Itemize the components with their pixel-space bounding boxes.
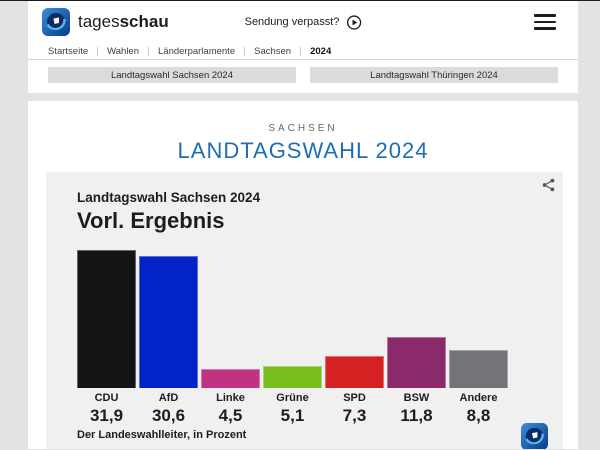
bar-track — [263, 250, 322, 388]
play-icon — [346, 14, 362, 30]
bar-column-bsw: BSW 11,8 — [387, 250, 446, 426]
bar-value: 4,5 — [218, 406, 243, 425]
chart-source: Der Landeswahlleiter, in Prozent — [77, 429, 247, 441]
tagesschau-logo-icon — [521, 423, 548, 449]
bar-label: CDU — [94, 392, 119, 404]
breadcrumb-separator — [244, 46, 246, 56]
bar-grüne — [263, 365, 322, 388]
bar-value: 7,3 — [342, 406, 367, 425]
bar-cdu — [77, 250, 136, 388]
main-content: SACHSEN LANDTAGSWAHL 2024 Landtagswahl S… — [28, 101, 578, 449]
bar-bsw — [387, 337, 446, 388]
bar-track — [77, 250, 136, 388]
section-kicker: SACHSEN — [268, 123, 338, 134]
chart-subtitle: Vorl. Ergebnis — [77, 208, 225, 233]
bar-column-andere: Andere 8,8 — [449, 250, 508, 426]
bar-track — [449, 250, 508, 388]
breadcrumb-separator — [148, 46, 149, 56]
top-border — [0, 0, 600, 1]
bar-label: Grüne — [276, 392, 309, 404]
bar-andere — [449, 349, 508, 388]
bar-value: 8,8 — [466, 406, 491, 425]
bar-label: BSW — [403, 392, 430, 404]
share-button[interactable] — [542, 178, 555, 192]
breadcrumb-item-sachsen[interactable]: Sachsen — [254, 45, 292, 57]
bar-track — [325, 250, 384, 388]
tab-landtagswahl-sachsen[interactable]: Landtagswahl Sachsen 2024 — [48, 67, 296, 83]
breadcrumb-separator — [97, 46, 99, 56]
bar-afd — [139, 255, 198, 388]
breadcrumb-item-wahlen[interactable]: Wahlen — [107, 45, 139, 57]
bar-column-afd: AfD 30,6 — [139, 250, 198, 426]
page-title: LANDTAGSWAHL 2024 — [177, 138, 429, 163]
site-header: tagesschau Sendung verpasst? Startseite … — [28, 1, 578, 93]
breadcrumb-item-laenderparlamente[interactable]: Länderparlamente — [158, 45, 236, 57]
bar-column-linke: Linke 4,5 — [201, 250, 260, 426]
breadcrumb: Startseite Wahlen Länderparlamente Sachs… — [28, 43, 578, 60]
share-icon — [542, 178, 555, 192]
breadcrumb-separator — [300, 46, 302, 56]
broadcast-link[interactable]: Sendung verpasst? — [244, 14, 362, 30]
tagesschau-logo-icon — [42, 8, 70, 36]
election-tabs: Landtagswahl Sachsen 2024 Landtagswahl T… — [28, 60, 578, 83]
bar-value: 31,9 — [89, 406, 124, 425]
brand-home-link[interactable]: tagesschau — [42, 8, 169, 36]
bar-column-spd: SPD 7,3 — [325, 250, 384, 426]
bar-label: Andere — [459, 392, 498, 404]
brand-wordmark: tagesschau — [78, 12, 169, 31]
breadcrumb-item-2024[interactable]: 2024 — [310, 45, 332, 57]
tab-landtagswahl-thueringen[interactable]: Landtagswahl Thüringen 2024 — [310, 67, 558, 83]
bar-column-cdu: CDU 31,9 — [77, 250, 136, 426]
bar-linke — [201, 368, 260, 388]
bar-track — [139, 250, 198, 388]
bar-value: 5,1 — [280, 406, 305, 425]
election-chart-panel: Landtagswahl Sachsen 2024 Vorl. Ergebnis… — [46, 172, 563, 449]
chart-title: Landtagswahl Sachsen 2024 — [77, 190, 261, 205]
bar-chart-columns: CDU 31,9 AfD 30,6 Linke 4,5 Grüne 5,1 SPD 7,3 BSW 1… — [77, 250, 508, 426]
content-column: tagesschau Sendung verpasst? Startseite … — [28, 1, 578, 450]
bar-value: 30,6 — [151, 406, 186, 425]
bar-column-grüne: Grüne 5,1 — [263, 250, 322, 426]
bar-label: SPD — [343, 392, 366, 404]
menu-icon[interactable] — [534, 14, 556, 30]
broadcast-label: Sendung verpasst? — [244, 16, 340, 28]
bar-spd — [325, 356, 384, 388]
bar-track — [387, 250, 446, 388]
breadcrumb-item-startseite[interactable]: Startseite — [48, 45, 89, 57]
bar-value: 11,8 — [400, 406, 433, 425]
bar-label: AfD — [158, 392, 179, 404]
bar-track — [201, 250, 260, 388]
bar-label: Linke — [216, 392, 245, 404]
top-bar: tagesschau Sendung verpasst? — [28, 1, 578, 43]
